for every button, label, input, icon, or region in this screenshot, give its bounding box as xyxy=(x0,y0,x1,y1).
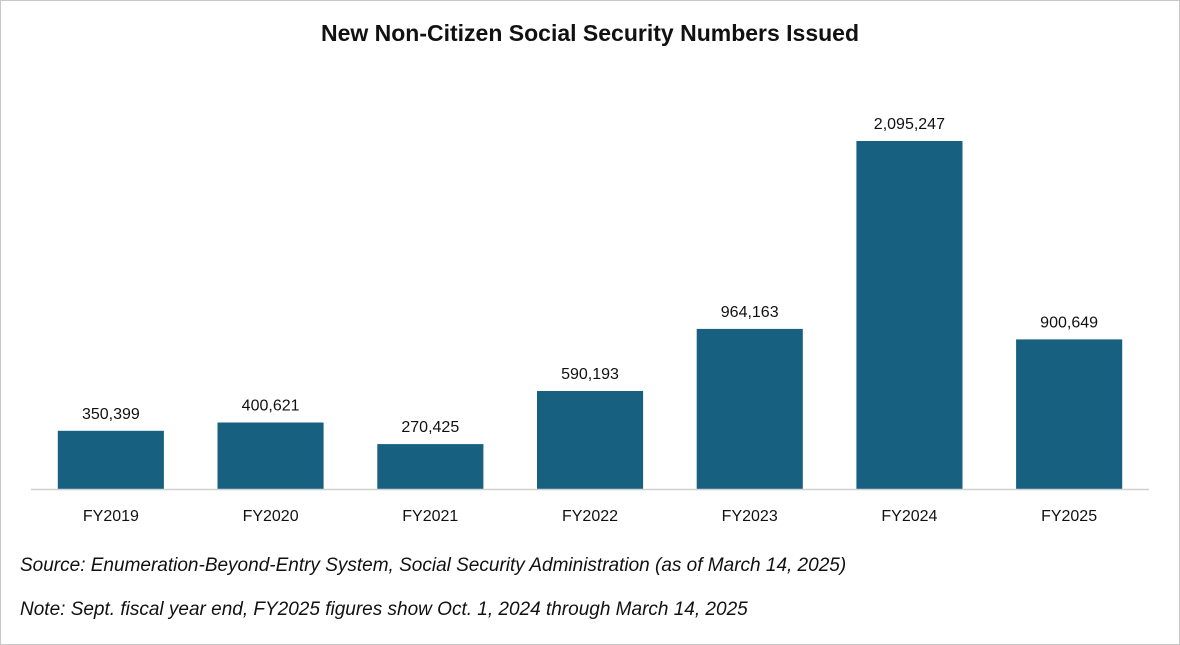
bar-fy2020 xyxy=(217,422,324,489)
data-label-fy2024: 2,095,247 xyxy=(874,116,945,133)
source-note: Source: Enumeration-Beyond-Entry System,… xyxy=(20,555,847,576)
fiscal-year-note: Note: Sept. fiscal year end, FY2025 figu… xyxy=(20,599,748,620)
x-tick-label-fy2020: FY2020 xyxy=(243,508,299,525)
data-label-fy2025: 900,649 xyxy=(1040,314,1098,331)
data-label-fy2021: 270,425 xyxy=(401,419,459,436)
x-tick-label-fy2022: FY2022 xyxy=(562,508,618,525)
data-label-fy2022: 590,193 xyxy=(561,366,619,383)
x-tick-label-fy2021: FY2021 xyxy=(402,508,458,525)
x-tick-label-fy2025: FY2025 xyxy=(1041,508,1097,525)
data-label-fy2019: 350,399 xyxy=(82,406,140,423)
data-label-fy2023: 964,163 xyxy=(721,304,779,321)
chart-title: New Non-Citizen Social Security Numbers … xyxy=(320,20,860,46)
bar-fy2024 xyxy=(856,141,963,489)
data-label-fy2020: 400,621 xyxy=(242,398,300,415)
bar-fy2022 xyxy=(537,391,644,489)
x-tick-label-fy2023: FY2023 xyxy=(722,508,778,525)
bar-fy2021 xyxy=(377,444,484,489)
bar-fy2023 xyxy=(696,328,803,489)
x-tick-label-fy2024: FY2024 xyxy=(881,508,937,525)
x-tick-label-fy2019: FY2019 xyxy=(83,508,139,525)
bar-fy2025 xyxy=(1016,339,1123,489)
bar-fy2019 xyxy=(57,430,164,489)
